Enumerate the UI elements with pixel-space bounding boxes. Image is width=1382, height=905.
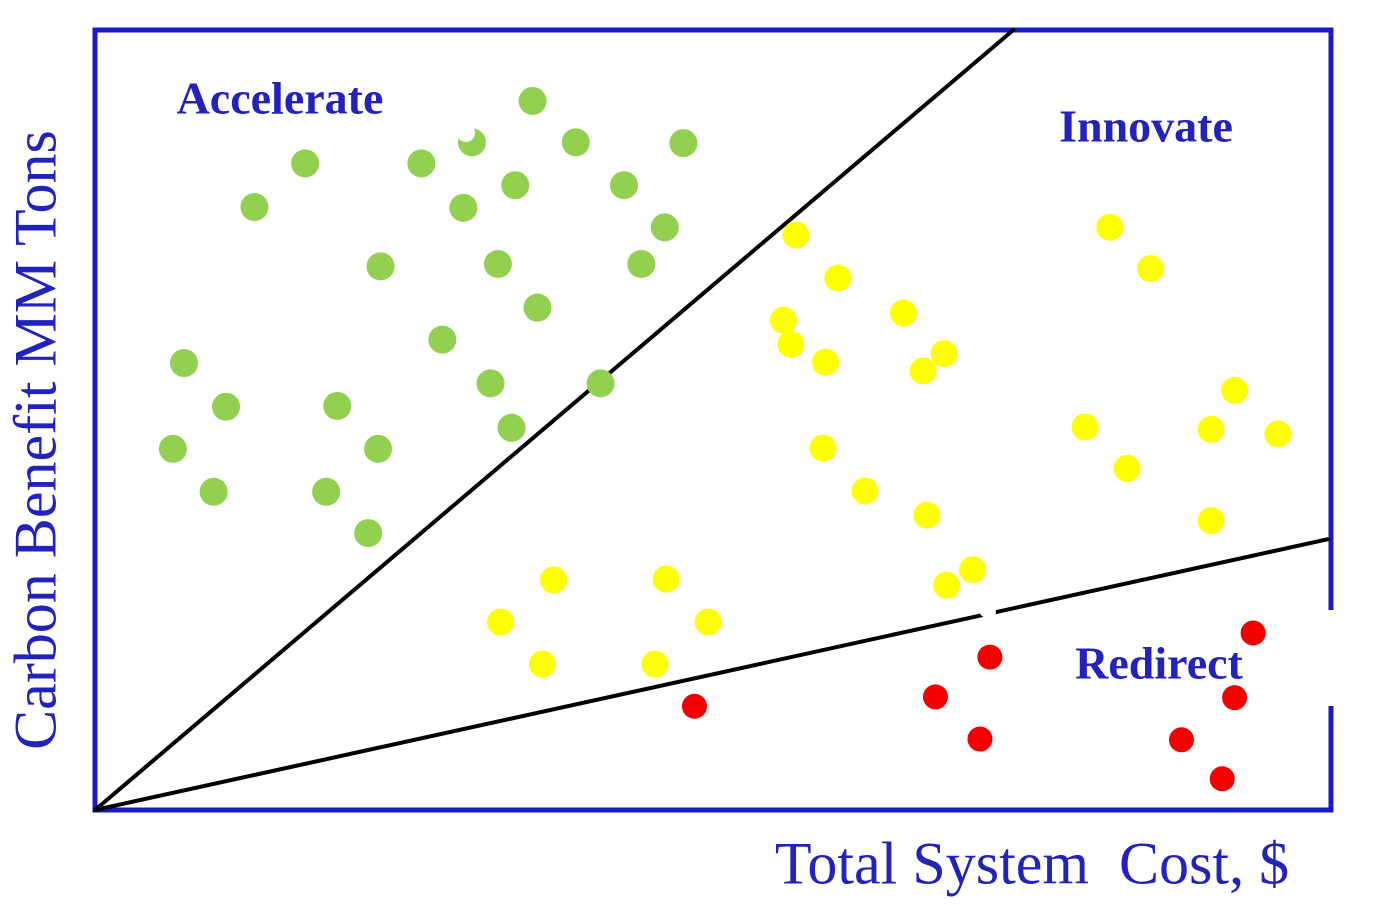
data-point-green xyxy=(501,171,530,200)
data-point-green xyxy=(366,252,395,281)
data-point-red xyxy=(967,726,993,752)
data-point-green xyxy=(497,413,526,442)
data-point-green xyxy=(199,477,228,506)
data-point-green xyxy=(428,325,457,354)
data-point-green xyxy=(586,369,615,398)
data-point-yellow xyxy=(1197,507,1225,535)
data-point-red xyxy=(681,693,707,719)
overlay-layer xyxy=(457,124,475,142)
data-point-yellow xyxy=(909,357,937,385)
data-point-yellow xyxy=(930,340,958,368)
boundary-lines-layer xyxy=(93,28,1330,812)
plot-border xyxy=(92,27,1334,813)
data-point-green xyxy=(627,250,656,278)
data-point-red xyxy=(1222,685,1248,711)
line-gap-patch xyxy=(980,606,996,618)
data-point-green xyxy=(476,369,505,398)
data-point-yellow xyxy=(641,650,669,678)
data-point-yellow xyxy=(933,571,961,599)
data-point-yellow xyxy=(1096,213,1124,241)
data-point-yellow xyxy=(1071,413,1099,441)
data-point-yellow xyxy=(769,306,797,334)
data-point-red xyxy=(977,644,1003,670)
data-point-yellow xyxy=(913,501,941,529)
data-point-yellow xyxy=(1137,255,1165,283)
data-point-yellow xyxy=(851,477,879,505)
data-point-green xyxy=(323,391,352,420)
data-point-green xyxy=(518,86,547,115)
region-label-accelerate: Accelerate xyxy=(176,72,384,124)
data-point-yellow xyxy=(1113,454,1141,482)
data-point-green xyxy=(212,392,241,421)
data-point-green xyxy=(523,293,552,322)
region-label-innovate: Innovate xyxy=(1059,100,1233,152)
data-point-yellow xyxy=(528,650,556,678)
data-point-yellow xyxy=(959,556,987,584)
data-point-yellow xyxy=(777,330,805,358)
data-point-green xyxy=(669,129,698,158)
data-point-yellow xyxy=(889,299,917,327)
data-point-yellow xyxy=(1221,376,1249,404)
dot-notch-artifact xyxy=(457,124,475,142)
data-points-layer xyxy=(158,86,1292,792)
data-point-yellow xyxy=(694,608,722,636)
data-point-green xyxy=(650,213,679,242)
data-point-green xyxy=(483,250,512,278)
data-point-red xyxy=(922,684,948,710)
data-point-yellow xyxy=(486,608,514,636)
data-point-yellow xyxy=(1264,420,1292,448)
data-point-yellow xyxy=(824,264,852,292)
data-point-green xyxy=(312,477,341,506)
data-point-green xyxy=(610,171,639,200)
data-point-green xyxy=(449,193,478,222)
border-gap-patch xyxy=(1321,610,1343,706)
data-point-green xyxy=(158,434,187,463)
data-point-green xyxy=(364,434,393,463)
data-point-yellow xyxy=(782,221,810,249)
data-point-green xyxy=(354,519,383,548)
data-point-red xyxy=(1168,727,1194,753)
data-point-red xyxy=(1209,766,1235,792)
data-point-green xyxy=(169,349,198,378)
region-label-redirect: Redirect xyxy=(1075,637,1243,689)
data-point-red xyxy=(1240,620,1266,646)
y-axis-label: Carbon Benefit MM Tons xyxy=(2,130,69,750)
x-axis-label: Total System Cost, $ xyxy=(774,830,1290,897)
white-patch-layer xyxy=(980,606,1343,706)
data-point-green xyxy=(407,149,436,178)
lower-boundary-line xyxy=(93,537,1330,812)
data-point-yellow xyxy=(811,348,839,376)
data-point-green xyxy=(561,128,590,157)
data-point-yellow xyxy=(652,565,680,593)
upper-boundary-line xyxy=(93,28,1016,812)
data-point-green xyxy=(291,149,320,178)
data-point-yellow xyxy=(809,434,837,462)
data-point-yellow xyxy=(540,566,568,594)
data-point-yellow xyxy=(1197,415,1225,443)
data-point-green xyxy=(240,193,269,222)
